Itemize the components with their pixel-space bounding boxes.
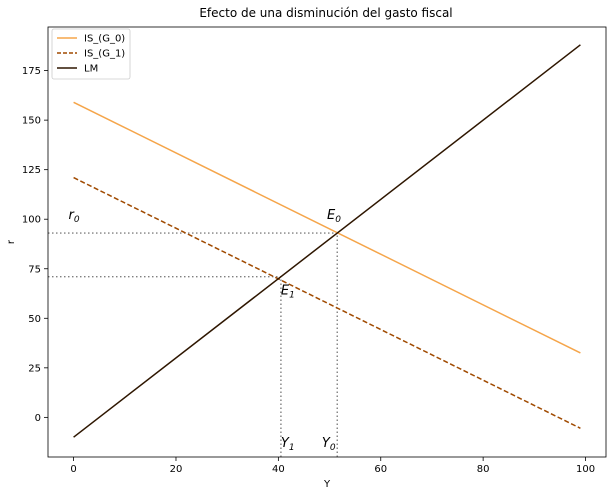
- legend: IS_(G_0) IS_(G_1) LM: [51, 28, 131, 80]
- y-tick-label: 150: [22, 116, 41, 127]
- y-tick-label: 50: [28, 314, 41, 325]
- legend-label-1: IS_(G_1): [84, 49, 125, 60]
- annotation-e1: E1: [281, 284, 295, 301]
- chart-title: Efecto de una disminución del gasto fisc…: [199, 6, 452, 20]
- series-line-0: [73, 101, 581, 354]
- x-axis-ticks: 0 20 40 60 80 100: [70, 457, 595, 475]
- series-line-2: [73, 44, 581, 438]
- annotation-r0: r0: [68, 208, 79, 225]
- annotation-y1: Y1: [281, 436, 295, 453]
- y-axis-ticks: 0 25 50 75 100 125 150 175: [22, 66, 48, 424]
- legend-label-0: IS_(G_0): [84, 34, 125, 45]
- y-tick-label: 25: [28, 363, 41, 374]
- y-axis-label: r: [6, 239, 17, 244]
- x-tick-label: 80: [477, 464, 490, 475]
- x-tick-label: 20: [170, 464, 183, 475]
- x-tick-label: 0: [70, 464, 76, 475]
- annotation-y0: Y0: [322, 436, 336, 453]
- y-tick-label: 175: [22, 66, 41, 77]
- x-tick-label: 100: [576, 464, 595, 475]
- y-tick-label: 100: [22, 215, 41, 226]
- legend-box: [51, 28, 131, 80]
- x-tick-label: 40: [272, 464, 285, 475]
- y-tick-label: 75: [28, 264, 41, 275]
- series-group: [73, 44, 581, 438]
- series-line-1: [73, 176, 581, 429]
- x-tick-label: 60: [374, 464, 387, 475]
- plot-frame: [47, 26, 607, 458]
- annotation-e0: E0: [327, 208, 341, 225]
- y-tick-label: 0: [35, 413, 41, 424]
- guide-lines: [48, 232, 338, 457]
- y-tick-label: 125: [22, 165, 41, 176]
- legend-label-2: LM: [84, 64, 98, 75]
- x-axis-label: Y: [323, 479, 331, 490]
- annotations-group: E0 E1 r0 Y1 Y0: [68, 208, 341, 453]
